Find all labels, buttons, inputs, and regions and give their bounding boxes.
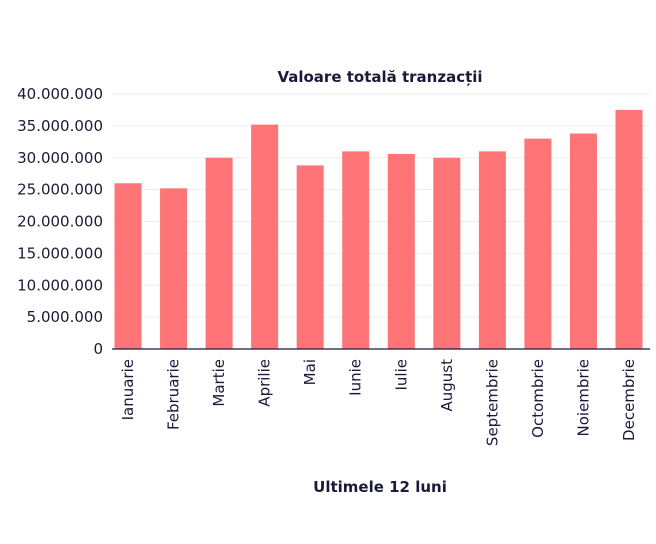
y-axis-ticks: 0 5.000.000 10.000.000 15.000.000 20.000.000…	[17, 85, 103, 358]
y-tick-label: 25.000.000	[17, 181, 103, 199]
y-tick-label: 20.000.000	[17, 213, 103, 231]
x-tick-label: Iulie	[392, 359, 410, 391]
bar-noiembrie	[569, 133, 597, 349]
y-tick-label: 5.000.000	[27, 308, 103, 326]
bar-iulie	[387, 153, 415, 349]
chart-title: Valoare totală tranzacții	[277, 68, 482, 86]
y-tick-label: 35.000.000	[17, 117, 103, 135]
y-tick-label: 10.000.000	[17, 276, 103, 294]
x-tick-label: Decembrie	[620, 359, 638, 441]
x-tick-label: Aprilie	[256, 359, 274, 407]
x-tick-label: Noiembrie	[574, 359, 592, 437]
bars	[114, 109, 643, 349]
x-tick-label: Ianuarie	[119, 359, 137, 420]
bar-aprilie	[251, 124, 279, 349]
bar-iunie	[342, 151, 370, 349]
bar-martie	[205, 157, 233, 349]
x-tick-label: Februarie	[165, 359, 183, 430]
gridlines	[112, 93, 650, 318]
bar-mai	[296, 165, 324, 349]
x-tick-label: Mai	[301, 359, 319, 385]
x-tick-label: Octombrie	[529, 359, 547, 438]
y-tick-label: 0	[93, 340, 103, 358]
bar-februarie	[160, 188, 188, 349]
bar-decembrie	[615, 109, 643, 349]
y-tick-label: 40.000.000	[17, 85, 103, 103]
y-tick-label: 30.000.000	[17, 149, 103, 167]
x-tick-label: August	[438, 359, 456, 412]
x-tick-label: Martie	[210, 359, 228, 407]
y-tick-label: 15.000.000	[17, 244, 103, 262]
x-tick-label: Iunie	[347, 359, 365, 396]
bar-septembrie	[478, 151, 506, 349]
bar-august	[433, 157, 461, 349]
x-tick-label: Septembrie	[483, 359, 501, 446]
bar-octombrie	[524, 138, 552, 349]
bar-ianuarie	[114, 183, 142, 349]
x-axis-label: Ultimele 12 luni	[313, 478, 447, 496]
x-axis-ticks: Ianuarie Februarie Martie Aprilie Mai Iunie Iu…	[119, 359, 638, 446]
